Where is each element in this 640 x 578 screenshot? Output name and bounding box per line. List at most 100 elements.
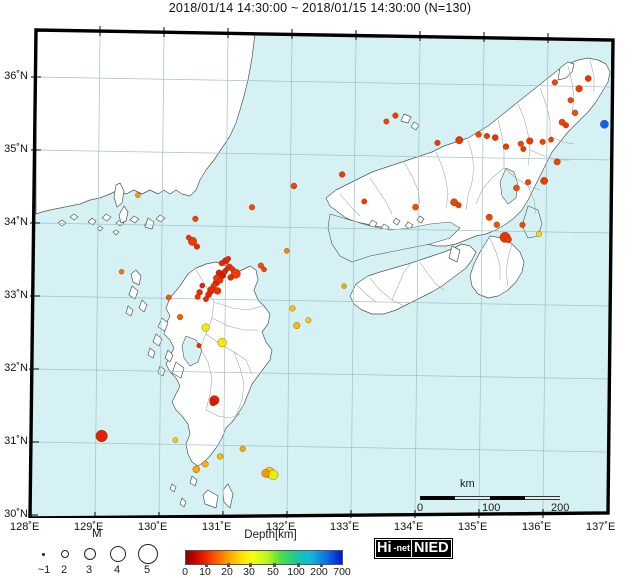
- earthquake-marker: [584, 75, 592, 82]
- earthquake-marker: [553, 158, 561, 166]
- earthquake-marker: [217, 453, 224, 460]
- earthquake-marker: [517, 140, 524, 147]
- lon-label-131: 131˚E: [202, 521, 232, 533]
- magnitude-symbol-2: [61, 550, 69, 558]
- lat-label-33: 33˚N: [4, 289, 28, 301]
- yakushima: [202, 489, 219, 509]
- lon-label-136: 136˚E: [522, 521, 552, 533]
- page-title: 2018/01/14 14:30:00 ~ 2018/01/15 14:30:0…: [168, 1, 472, 15]
- earthquake-marker: [485, 213, 493, 221]
- earthquake-marker: [520, 146, 527, 152]
- magnitude-label-4: 4: [113, 564, 121, 576]
- earthquake-marker: [600, 119, 609, 129]
- earthquake-marker: [338, 171, 346, 178]
- depth-label-100: 100: [287, 566, 305, 578]
- lon-label-135: 135˚E: [458, 521, 488, 533]
- earthquake-marker: [493, 221, 500, 228]
- lon-label-129: 129˚E: [74, 521, 104, 533]
- earthquake-marker: [165, 294, 172, 301]
- hinet-nied-logo: Hi -net NIED: [374, 538, 453, 559]
- earthquake-marker: [209, 398, 217, 407]
- magnitude-symbol-1: [42, 553, 45, 556]
- earthquake-marker: [95, 429, 108, 442]
- korea-landmass: [35, 30, 256, 215]
- lat-label-35: 35˚N: [4, 143, 28, 155]
- lake-biwa: [499, 167, 519, 205]
- magnitude-label-1: ~1: [37, 564, 51, 576]
- lon-label-133: 133˚E: [330, 521, 360, 533]
- earthquake-marker: [289, 305, 296, 312]
- lon-label-132: 132˚E: [266, 521, 296, 533]
- earthquake-marker: [504, 236, 512, 244]
- depth-label-200: 200: [310, 566, 328, 578]
- map-canvas: [28, 26, 615, 518]
- magnitude-label-3: 3: [85, 564, 93, 576]
- earthquake-marker: [261, 469, 270, 478]
- logo-hi: Hi: [376, 540, 393, 557]
- lat-label-34: 34˚N: [4, 216, 28, 228]
- lat-label-30: 30˚N: [4, 508, 28, 520]
- earthquake-marker: [305, 317, 312, 324]
- earthquake-marker: [227, 274, 234, 281]
- earthquake-marker: [177, 314, 184, 321]
- earthquake-marker: [475, 131, 482, 138]
- earthquake-marker: [118, 269, 125, 275]
- earthquake-marker: [519, 221, 526, 228]
- earthquake-marker: [248, 204, 255, 211]
- magnitude-label-2: 2: [60, 564, 68, 576]
- logo-nied: NIED: [412, 540, 451, 557]
- earthquake-marker: [290, 182, 298, 190]
- earthquake-marker: [361, 198, 368, 205]
- earthquake-marker: [551, 79, 558, 86]
- depth-label-700: 700: [333, 566, 351, 578]
- axis-ticks: [28, 26, 549, 518]
- earthquake-marker: [548, 136, 554, 143]
- tsushima-island: [113, 182, 125, 208]
- lat-label-32: 32˚N: [4, 362, 28, 374]
- earthquake-marker: [562, 122, 569, 129]
- earthquake-marker: [192, 215, 199, 222]
- lon-label-128: 128˚E: [10, 521, 40, 533]
- earthquake-marker: [412, 203, 419, 211]
- earthquake-marker: [525, 179, 532, 186]
- earthquake-marker: [199, 282, 206, 289]
- earthquake-marker: [205, 291, 212, 298]
- earthquake-marker: [536, 230, 542, 237]
- landmasses: [35, 30, 611, 509]
- earthquake-marker: [217, 277, 224, 284]
- magnitude-legend: M ~1 2 3 4 5: [30, 528, 180, 576]
- magnitude-label-5: 5: [143, 564, 151, 576]
- earthquake-marker: [239, 445, 246, 452]
- depth-label-0: 0: [182, 566, 188, 578]
- lon-label-137: 137˚E: [586, 521, 616, 533]
- earthquake-marker: [202, 460, 209, 468]
- earthquake-marker: [567, 97, 574, 104]
- scale-bar: km 0 100 200: [417, 478, 620, 520]
- lon-label-134: 134˚E: [394, 521, 424, 533]
- depth-legend: Depth[km] 0 10 20 30 50 100 200 700: [182, 529, 358, 578]
- earthquake-marker: [571, 109, 579, 116]
- kyushu-island: [163, 261, 273, 467]
- earthquake-marker: [483, 133, 490, 140]
- earthquake-marker: [185, 234, 192, 241]
- earthquake-marker: [213, 287, 222, 295]
- magnitude-symbol-4: [110, 546, 126, 562]
- scale-label-0: 0: [417, 502, 424, 514]
- depth-label-20: 20: [221, 566, 233, 578]
- map-frame: [28, 28, 615, 518]
- scale-label-100: 100: [482, 502, 501, 514]
- earthquake-marker: [526, 137, 534, 145]
- shikoku-island: [349, 243, 477, 315]
- earthquake-marker: [193, 243, 200, 250]
- lat-label-36: 36˚N: [4, 70, 28, 82]
- earthquake-marker: [201, 323, 210, 332]
- logo-net: -net: [392, 540, 411, 557]
- earthquake-marker: [513, 184, 520, 192]
- earthquake-epicenters: [95, 75, 609, 480]
- earthquake-marker: [392, 112, 399, 119]
- earthquake-marker: [135, 192, 141, 198]
- earthquake-marker: [491, 134, 499, 141]
- earthquake-marker: [575, 85, 583, 93]
- earthquake-marker: [261, 266, 267, 273]
- seismicity-map: 36˚N 35˚N 34˚N 33˚N 32˚N 31˚N 30˚N 128˚E…: [0, 18, 640, 533]
